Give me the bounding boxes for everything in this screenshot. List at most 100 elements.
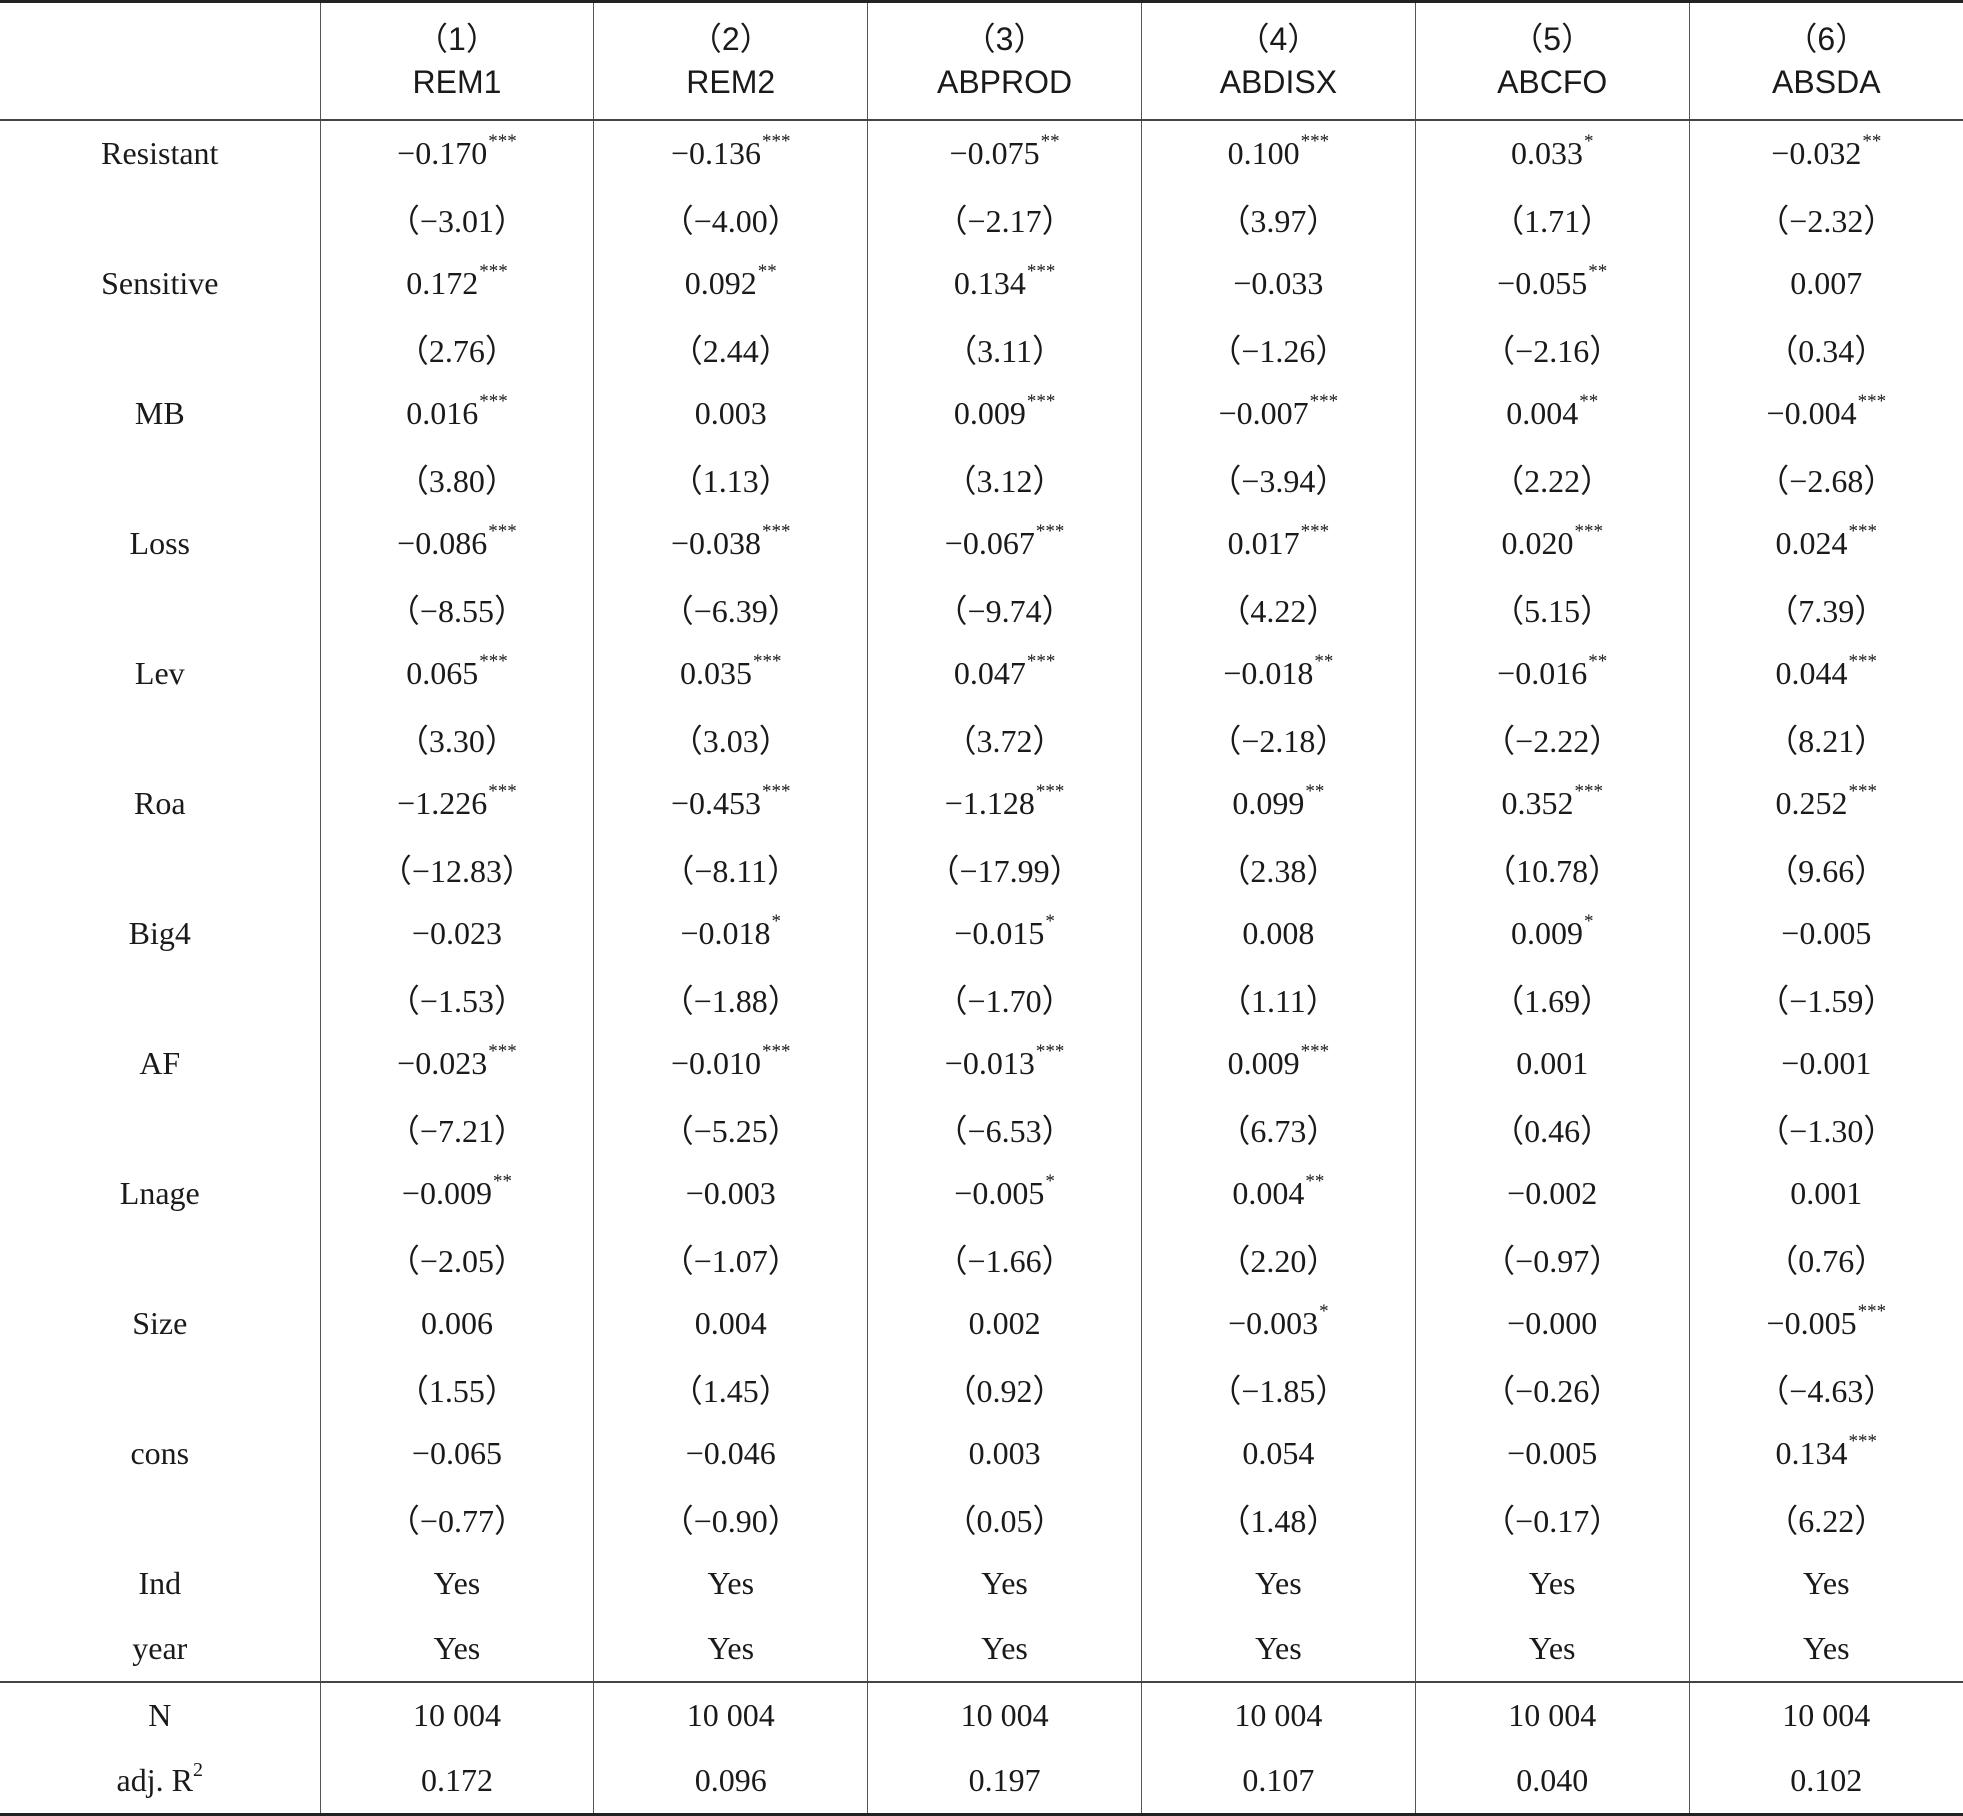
cell-value: （3.80） [396, 462, 517, 499]
cell-value: （−3.01） [387, 202, 526, 239]
table-cell: −0.136*** [593, 120, 868, 186]
cell-value: （1.71） [1492, 202, 1613, 239]
table-cell: （−2.18） [1140, 706, 1416, 771]
table-cell: −0.015* [867, 901, 1142, 966]
cell-value: 0.020 [1501, 525, 1574, 561]
table-row: Roa −1.226*** −0.453*** −1.128*** 0.099** 0.3… [0, 771, 1963, 836]
table-cell: −0.065 [319, 1421, 594, 1486]
table-cell: −0.000 [1414, 1291, 1690, 1356]
cell-value: （6.22） [1766, 1502, 1887, 1539]
cell-value: （−8.11） [662, 852, 800, 889]
table-cell: −0.086*** [319, 511, 594, 576]
cell-value: 0.004 [694, 1305, 767, 1341]
cell-value: （−4.00） [661, 202, 800, 239]
cell-value: 0.092 [684, 265, 757, 301]
cell-value: 10 004 [1508, 1697, 1597, 1733]
table-cell: （−2.16） [1414, 316, 1690, 381]
table-row: （−12.83） （−8.11） （−17.99） （2.38） （10.78） （9.6… [0, 836, 1963, 901]
row-label-text: Resistant [101, 135, 219, 171]
table-row: adj. R2 0.172 0.096 0.197 0.107 0.040 0.102 [0, 1748, 1963, 1816]
cell-value: 0.099 [1232, 785, 1305, 821]
cell-value: −0.013 [944, 1045, 1035, 1081]
table-cell: （3.80） [319, 446, 594, 511]
table-cell: （−1.26） [1140, 316, 1416, 381]
table-cell: Yes [1140, 1616, 1416, 1682]
cell-value: （−0.77） [387, 1502, 526, 1539]
table-cell: （−0.77） [319, 1486, 594, 1551]
significance-stars: ** [492, 1171, 512, 1192]
table-cell: （−12.83） [319, 836, 594, 901]
table-cell: 0.009*** [1140, 1031, 1416, 1096]
row-label [0, 1226, 320, 1291]
cell-value: −0.004 [1766, 395, 1857, 431]
significance-stars: *** [1300, 131, 1330, 152]
table-cell: （1.13） [593, 446, 868, 511]
table-cell: 0.035*** [593, 641, 868, 706]
significance-stars: *** [479, 651, 508, 672]
cell-value: （3.97） [1218, 202, 1339, 239]
table-cell: （3.03） [593, 706, 868, 771]
cell-value: 0.009 [1227, 1045, 1300, 1081]
cell-value: （0.05） [944, 1502, 1065, 1539]
significance-stars: ** [1862, 131, 1882, 152]
cell-value: （−0.17） [1483, 1502, 1622, 1539]
table-cell: （−2.05） [319, 1226, 594, 1291]
cell-value: Yes [707, 1630, 755, 1666]
cell-value: （0.46） [1492, 1112, 1613, 1149]
table-cell: 0.172*** [319, 251, 594, 316]
table-cell: （1.71） [1414, 186, 1690, 251]
table-cell: −0.075** [867, 120, 1142, 186]
cell-value: （10.78） [1484, 852, 1621, 889]
cell-value: 0.007 [1790, 265, 1863, 301]
significance-stars: *** [1026, 391, 1056, 412]
row-label-text: Lev [134, 655, 185, 691]
significance-stars: ** [1305, 781, 1325, 802]
cell-value: −0.033 [1233, 265, 1324, 301]
cell-value: −0.009 [401, 1175, 492, 1211]
table-cell: −0.010*** [593, 1031, 868, 1096]
row-label [0, 446, 320, 511]
cell-value: 0.009 [953, 395, 1026, 431]
table-cell: （10.78） [1414, 836, 1690, 901]
table-cell: 0.016*** [319, 381, 594, 446]
cell-value: （3.03） [670, 722, 791, 759]
table-cell: Yes [593, 1551, 868, 1616]
column-number: （3） [963, 21, 1046, 57]
row-label [0, 1096, 320, 1161]
cell-value: −0.055 [1497, 265, 1588, 301]
cell-value: 10 004 [960, 1697, 1049, 1733]
table-cell: 0.047*** [867, 641, 1142, 706]
cell-value: 0.003 [968, 1435, 1041, 1471]
cell-value: （3.72） [944, 722, 1065, 759]
cell-value: （3.12） [944, 462, 1065, 499]
column-header: （6） ABSDA [1688, 0, 1963, 121]
cell-value: （−2.32） [1757, 202, 1896, 239]
significance-stars: * [771, 911, 782, 932]
significance-stars: ** [1040, 131, 1060, 152]
table-cell: 0.092** [593, 251, 868, 316]
cell-value: （2.22） [1492, 462, 1613, 499]
table-cell: 0.007 [1688, 251, 1963, 316]
table-cell: （−9.74） [867, 576, 1142, 641]
significance-stars: *** [1035, 781, 1065, 802]
significance-stars: *** [753, 651, 782, 672]
table-row: Ind Yes Yes Yes Yes Yes Yes [0, 1551, 1963, 1616]
significance-stars: *** [1857, 1301, 1887, 1322]
table-cell: （2.76） [319, 316, 594, 381]
cell-value: 0.004 [1506, 395, 1579, 431]
cell-value: （−1.53） [387, 982, 526, 1019]
significance-stars: *** [479, 391, 508, 412]
table-cell: 0.172 [319, 1748, 594, 1816]
table-row: （−7.21） （−5.25） （−6.53） （6.73） （0.46） （−1.30） [0, 1096, 1963, 1161]
table-cell: 0.004** [1414, 381, 1690, 446]
table-cell: （−1.07） [593, 1226, 868, 1291]
table-cell: （2.20） [1140, 1226, 1416, 1291]
table-cell: −0.038*** [593, 511, 868, 576]
table-cell: 0.020*** [1414, 511, 1690, 576]
cell-value: 0.004 [1232, 1175, 1305, 1211]
cell-value: （0.34） [1766, 332, 1887, 369]
significance-stars: *** [1848, 781, 1878, 802]
table-cell: （−1.66） [867, 1226, 1142, 1291]
row-label: Big4 [0, 901, 320, 966]
table-cell: 0.004 [593, 1291, 868, 1356]
